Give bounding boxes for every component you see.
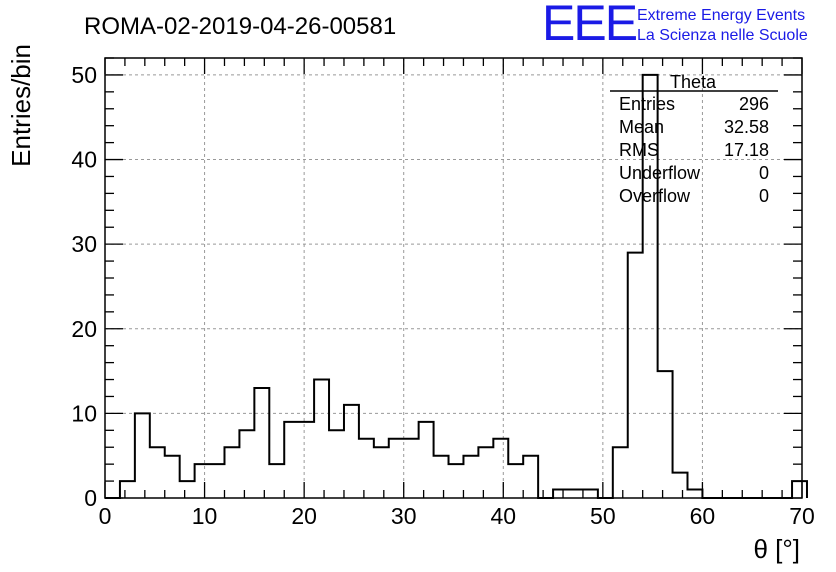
histogram-bin xyxy=(449,464,464,498)
x-axis-label: θ [°] xyxy=(753,534,800,564)
histogram-bin xyxy=(434,456,449,498)
stats-title: Theta xyxy=(670,72,717,92)
x-tick-label: 50 xyxy=(590,503,616,529)
y-tick-label: 20 xyxy=(71,316,97,342)
histogram-bin xyxy=(135,413,150,498)
x-tick-label: 70 xyxy=(789,503,815,529)
histogram-bin xyxy=(195,464,210,498)
histogram-bin xyxy=(673,473,688,498)
histogram-bin xyxy=(120,481,135,498)
histogram-bin xyxy=(553,490,568,498)
x-tick-label: 0 xyxy=(99,503,112,529)
y-tick-label: 40 xyxy=(71,147,97,173)
histogram-bin xyxy=(210,464,225,498)
histogram-bin xyxy=(344,405,359,498)
y-tick-label: 10 xyxy=(71,400,97,426)
grid-lines xyxy=(105,58,802,498)
histogram-bin xyxy=(493,439,508,498)
histogram-bin xyxy=(792,481,807,498)
histogram-bin xyxy=(374,447,389,498)
x-tick-label: 20 xyxy=(291,503,317,529)
x-tick-label: 40 xyxy=(490,503,516,529)
histogram-bin xyxy=(419,422,434,498)
histogram-series xyxy=(105,73,808,499)
stats-value: 17.18 xyxy=(724,140,769,160)
histogram-bin xyxy=(628,253,643,498)
stats-value: 0 xyxy=(759,163,769,183)
y-tick-label: 50 xyxy=(71,62,97,88)
stats-value: 32.58 xyxy=(724,117,769,137)
histogram-bin xyxy=(478,447,493,498)
stats-label: Underflow xyxy=(619,163,701,183)
histogram-bin xyxy=(314,380,329,498)
histogram-bin xyxy=(583,490,598,498)
histogram-bin xyxy=(239,430,254,498)
histogram-bin xyxy=(613,447,628,498)
histogram-bin xyxy=(568,490,583,498)
stats-label: Mean xyxy=(619,117,664,137)
run-title: ROMA-02-2019-04-26-00581 xyxy=(84,13,396,40)
histogram-bin xyxy=(165,456,180,498)
x-tick-label: 60 xyxy=(690,503,716,529)
histogram-bin xyxy=(359,439,374,498)
plot-frame xyxy=(104,57,803,499)
axis-ticks xyxy=(104,57,803,499)
y-tick-label: 30 xyxy=(71,231,97,257)
stats-box: Theta Entries 296 Mean 32.58 RMS 17.18 Underfl… xyxy=(610,72,778,206)
y-axis-label: Entries/bin xyxy=(6,44,36,167)
histogram-bin xyxy=(180,481,195,498)
histogram-bin xyxy=(389,439,404,498)
histogram-bin xyxy=(224,447,239,498)
histogram-bin xyxy=(284,422,299,498)
histogram-bin xyxy=(150,447,165,498)
histogram-bin xyxy=(404,439,419,498)
stats-value: 0 xyxy=(759,186,769,206)
stats-label: RMS xyxy=(619,140,659,160)
eee-logo: EEE xyxy=(542,0,637,51)
histogram-bin xyxy=(329,430,344,498)
histogram-bin xyxy=(254,388,269,498)
histogram-bin xyxy=(269,464,284,498)
histogram-bin xyxy=(643,75,658,498)
histogram-bin xyxy=(508,464,523,498)
histogram-bin xyxy=(687,490,702,498)
stats-label: Entries xyxy=(619,94,675,114)
stats-label: Overflow xyxy=(619,186,691,206)
histogram-bin xyxy=(463,456,478,498)
histogram-bin xyxy=(523,456,538,498)
x-tick-label: 10 xyxy=(192,503,218,529)
y-tick-label: 0 xyxy=(84,485,97,511)
tick-labels: 0 10 20 30 40 50 60 70 0 10 20 30 40 50 xyxy=(71,62,814,529)
histogram-outline xyxy=(105,73,808,499)
histogram-bin xyxy=(299,422,314,498)
logo-line-2: La Scienza nelle Scuole xyxy=(637,27,808,44)
logo-line-1: Extreme Energy Events xyxy=(637,7,805,24)
histogram-bin xyxy=(658,371,673,498)
stats-value: 296 xyxy=(739,94,769,114)
x-tick-label: 30 xyxy=(391,503,417,529)
